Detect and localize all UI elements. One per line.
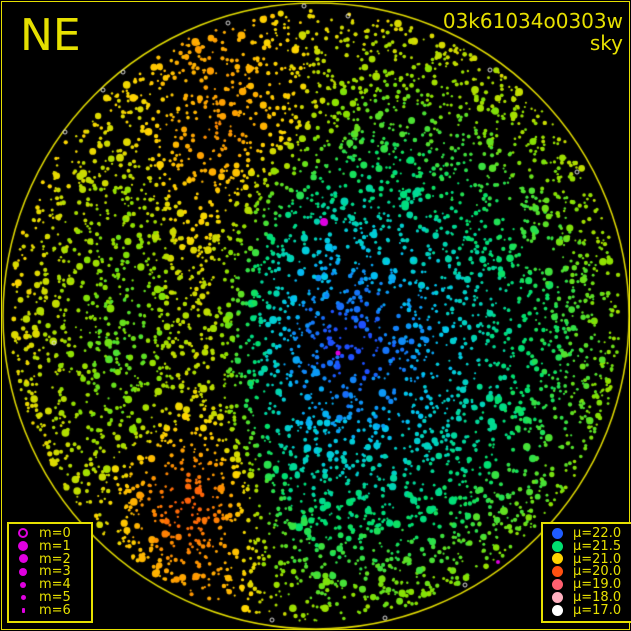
magnitude-symbol-icon	[15, 541, 31, 552]
brightness-swatch-icon	[549, 527, 565, 539]
magnitude-legend: m=0 m=1 m=2 m=3 m=4 m=5 m=6	[7, 522, 93, 623]
brightness-swatch-icon	[549, 540, 565, 552]
brightness-legend-item: μ=20.0	[549, 564, 627, 580]
magnitude-symbol-icon	[15, 581, 31, 588]
brightness-legend-item: μ=21.0	[549, 551, 627, 567]
brightness-swatch-icon	[549, 566, 565, 578]
magnitude-label: m=6	[39, 602, 71, 618]
frame-id: 03k61034o0303w	[442, 9, 623, 33]
magnitude-symbol-icon	[15, 528, 31, 539]
magnitude-legend-item: m=2	[15, 551, 85, 567]
brightness-legend-item: μ=17.0	[549, 602, 627, 618]
magnitude-legend-item: m=5	[15, 589, 85, 605]
magnitude-label: m=1	[39, 538, 71, 554]
brightness-label: μ=22.0	[573, 525, 622, 541]
magnitude-legend-item: m=4	[15, 577, 85, 593]
brightness-label: μ=20.0	[573, 564, 622, 580]
brightness-label: μ=19.0	[573, 577, 622, 593]
brightness-label: μ=18.0	[573, 589, 622, 605]
brightness-swatch-icon	[549, 579, 565, 591]
brightness-label: μ=21.5	[573, 538, 622, 554]
brightness-legend-item: μ=21.5	[549, 538, 627, 554]
magnitude-legend-item: m=3	[15, 564, 85, 580]
magnitude-label: m=5	[39, 589, 71, 605]
brightness-legend-item: μ=22.0	[549, 525, 627, 541]
brightness-label: μ=17.0	[573, 602, 622, 618]
brightness-legend-item: μ=19.0	[549, 577, 627, 593]
magnitude-legend-item: m=6	[15, 602, 85, 618]
brightness-swatch-icon	[549, 553, 565, 565]
map-kind: sky	[589, 31, 623, 55]
magnitude-symbol-icon	[15, 567, 31, 576]
direction-label: NE	[20, 10, 81, 61]
magnitude-label: m=4	[39, 577, 71, 593]
brightness-label: μ=21.0	[573, 551, 622, 567]
magnitude-symbol-icon	[15, 554, 31, 564]
brightness-legend-item: μ=18.0	[549, 589, 627, 605]
magnitude-symbol-icon	[15, 607, 31, 613]
magnitude-label: m=0	[39, 525, 71, 541]
magnitude-label: m=3	[39, 564, 71, 580]
brightness-swatch-icon	[549, 604, 565, 616]
brightness-swatch-icon	[549, 591, 565, 603]
magnitude-symbol-icon	[15, 594, 31, 600]
magnitude-label: m=2	[39, 551, 71, 567]
magnitude-legend-item: m=1	[15, 538, 85, 554]
brightness-legend: μ=22.0 μ=21.5 μ=21.0 μ=20.0 μ=19.0 μ=18.0 μ=17…	[541, 522, 631, 623]
magnitude-legend-item: m=0	[15, 525, 85, 541]
